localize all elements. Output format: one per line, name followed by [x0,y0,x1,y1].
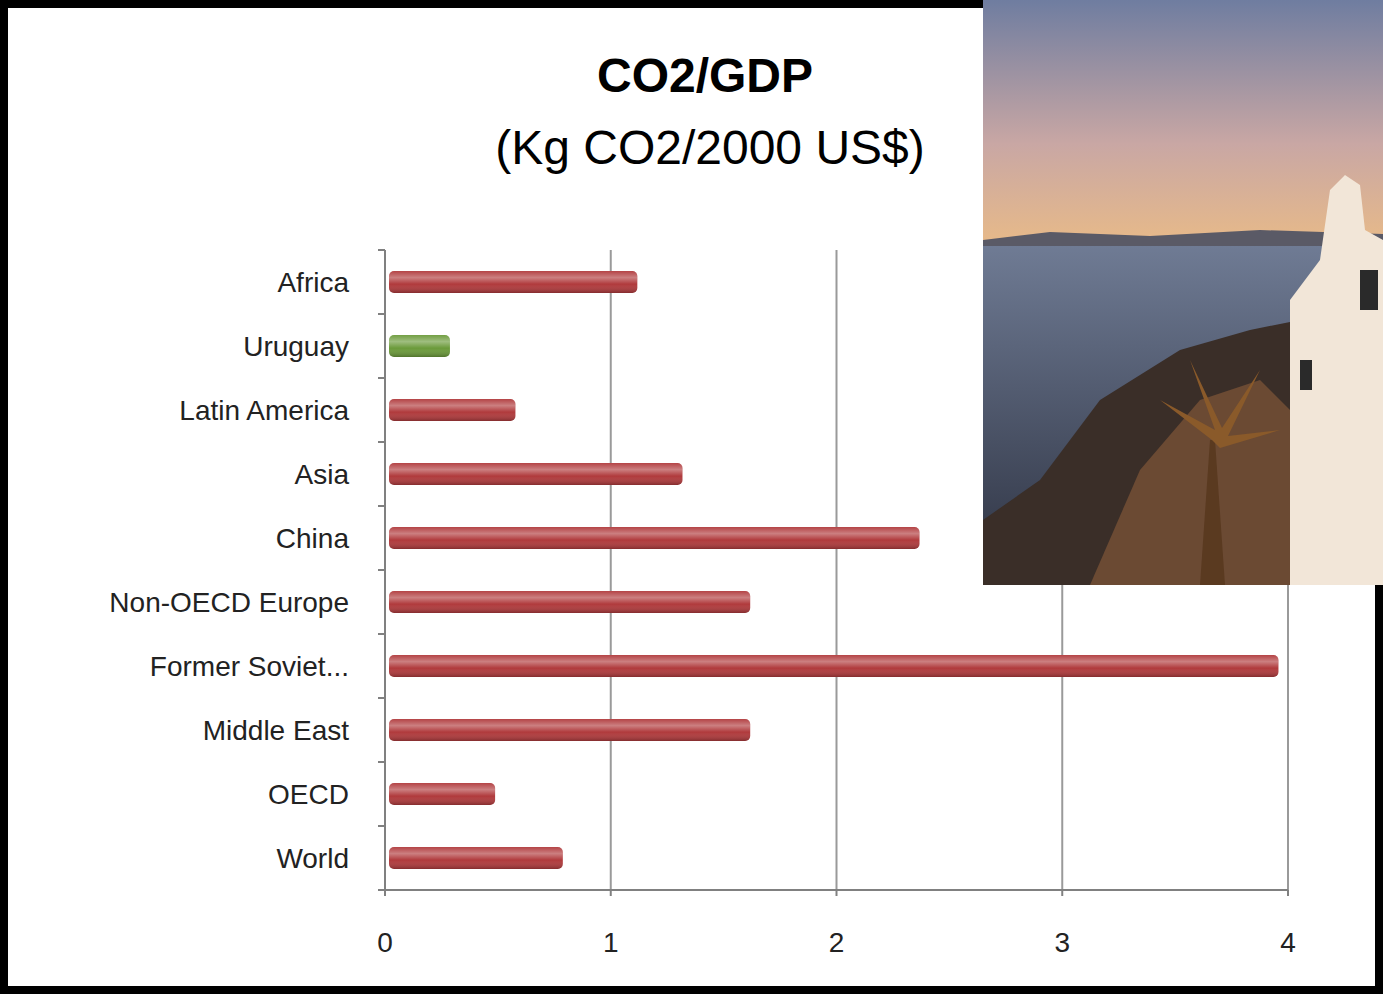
category-label: Africa [277,267,349,298]
bar [389,591,750,613]
category-label: Former Soviet... [150,651,349,682]
photo-window [1300,360,1312,390]
bar-shine [389,527,920,549]
photo-window [1360,270,1378,310]
category-tick [378,569,385,571]
category-label: Middle East [203,715,350,746]
category-label: China [276,523,350,554]
bar-shine [389,399,515,421]
bar [389,655,1278,677]
bar-shine [389,655,1278,677]
title: CO2/GDP [597,49,813,102]
category-tick [378,825,385,827]
category-tick [378,761,385,763]
grid-line [836,250,838,890]
category-tick [378,889,385,891]
photo-palm-trunk [1200,440,1225,585]
tick-label: 0 [377,927,393,958]
bar-shine [389,719,750,741]
category-tick [378,377,385,379]
tick-label: 1 [603,927,619,958]
category-tick [378,697,385,699]
category-tick [378,505,385,507]
category-tick [378,313,385,315]
bar [389,271,637,293]
tick-label: 3 [1054,927,1070,958]
category-label: Latin America [179,395,349,426]
category-label: OECD [268,779,349,810]
bar [389,847,563,869]
photo-sky [983,0,1383,240]
photo [983,0,1383,585]
bar [389,399,515,421]
bar-shine [389,783,495,805]
subtitle: (Kg CO2/2000 US$) [495,121,925,174]
category-label: Uruguay [243,331,349,362]
photo-building [1290,175,1383,585]
bar-shine [389,463,682,485]
photo-rocks [983,320,1300,585]
category-tick [378,441,385,443]
bar-shine [389,591,750,613]
bar [389,783,495,805]
tick-label: 2 [829,927,845,958]
category-tick [378,633,385,635]
x-axis [385,889,1288,891]
category-label: Non-OECD Europe [109,587,349,618]
bar-shine [389,271,637,293]
bar [389,527,920,549]
bar-shine [389,335,450,357]
bar-shine [389,847,563,869]
grid-line [610,250,612,890]
photo-shore [1090,380,1300,585]
category-tick [378,249,385,251]
chart-root: 0 1 2 3 4 Africa Uruguay Latin America Asia China… [0,0,1383,994]
bar [389,463,682,485]
bar [389,335,450,357]
category-label: Asia [295,459,350,490]
category-label: World [276,843,349,874]
bar [389,719,750,741]
tick-label: 4 [1280,927,1296,958]
photo-palm-leaves [1160,360,1280,448]
